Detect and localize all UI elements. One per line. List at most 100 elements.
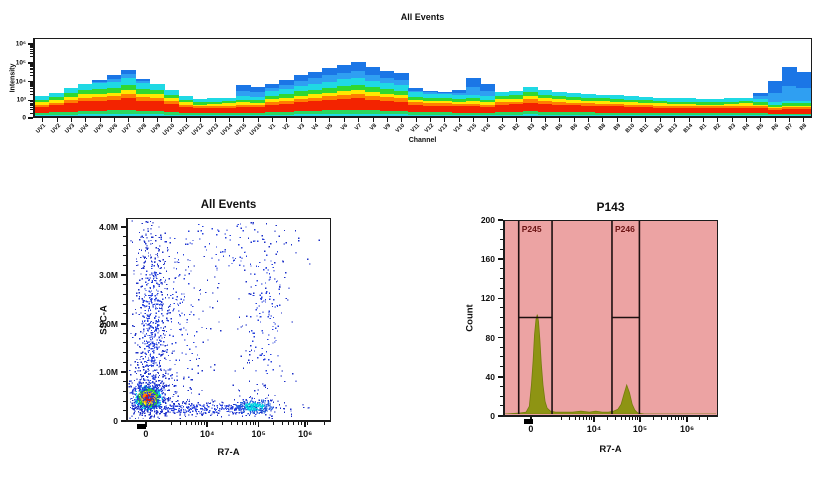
intensity-band — [738, 103, 754, 106]
intensity-band — [322, 100, 337, 111]
intensity-band — [121, 109, 136, 115]
intensity-band — [35, 114, 50, 116]
intensity-band — [422, 93, 438, 98]
intensity-band — [149, 89, 165, 95]
intensity-band — [437, 114, 452, 116]
y-tick-label: 40 — [485, 371, 495, 382]
y-tick-label: 120 — [480, 293, 495, 304]
intensity-band — [638, 107, 653, 113]
y-tick-mark — [30, 46, 33, 48]
channel-column-v7 — [350, 62, 366, 116]
y-tick-mark — [500, 238, 503, 240]
intensity-band — [192, 102, 208, 105]
gate-p245[interactable] — [517, 221, 553, 414]
intensity-band — [336, 95, 352, 100]
intensity-band — [552, 91, 567, 96]
channel-column-v2 — [279, 80, 294, 116]
intensity-band — [580, 97, 596, 101]
channel-tick-mark — [717, 118, 719, 122]
y-tick-mark — [30, 69, 33, 71]
intensity-band — [236, 99, 251, 103]
intensity-band — [394, 111, 409, 115]
intensity-band — [49, 102, 65, 106]
channel-tick-mark — [157, 118, 159, 122]
y-tick-label: 80 — [485, 332, 495, 343]
channel-column-r4 — [738, 97, 754, 116]
gate-label-p245[interactable]: P245 — [521, 224, 542, 234]
spectral-plot-area[interactable] — [33, 38, 812, 118]
x-tick-mark — [249, 422, 251, 425]
intensity-band — [508, 111, 524, 115]
x-tick-mark — [255, 422, 257, 425]
intensity-band — [724, 113, 740, 116]
intensity-band — [207, 113, 223, 116]
histogram-plot-area[interactable] — [503, 220, 718, 417]
y-tick-mark — [500, 278, 503, 279]
x-tick-mark — [634, 417, 636, 420]
intensity-band — [264, 91, 280, 96]
y-tick-mark — [30, 100, 33, 102]
intensity-band — [394, 101, 409, 112]
intensity-band — [408, 96, 424, 100]
intensity-band — [552, 102, 567, 105]
intensity-band — [422, 97, 438, 101]
channel-column-uv9 — [149, 83, 165, 116]
scatter-plot-area[interactable] — [126, 218, 331, 422]
intensity-band — [422, 90, 438, 93]
intensity-band — [379, 100, 395, 111]
intensity-band — [666, 105, 682, 108]
intensity-band — [49, 105, 65, 113]
intensity-band — [78, 110, 93, 115]
intensity-band — [250, 102, 266, 106]
channel-column-b11 — [638, 96, 653, 116]
channel-tick-mark — [171, 118, 173, 122]
intensity-band — [293, 91, 309, 96]
intensity-band — [379, 88, 395, 94]
intensity-band — [767, 115, 783, 116]
channel-column-v15 — [465, 77, 481, 116]
y-tick-mark — [30, 90, 33, 92]
y-tick-mark — [30, 44, 33, 46]
x-tick-label: 10⁵ — [632, 424, 648, 434]
intensity-band — [178, 102, 194, 105]
intensity-band — [609, 99, 625, 102]
intensity-band — [35, 102, 50, 105]
channel-column-b5 — [552, 91, 567, 117]
intensity-band — [451, 106, 467, 113]
axis-zero-marker — [524, 418, 534, 424]
intensity-band — [523, 96, 539, 100]
intensity-band — [264, 99, 280, 102]
scatter-points-canvas[interactable] — [128, 219, 329, 419]
y-tick-label: 3.0M — [99, 269, 118, 280]
intensity-band — [365, 99, 381, 111]
intensity-band — [78, 114, 93, 116]
channel-tick-mark — [42, 118, 44, 122]
intensity-band — [681, 104, 697, 106]
y-tick-label: 10⁴ — [15, 78, 26, 86]
histogram-canvas[interactable] — [505, 221, 716, 414]
channel-column-b6 — [566, 93, 582, 116]
intensity-band — [293, 111, 309, 115]
intensity-band — [307, 89, 323, 95]
intensity-band — [508, 101, 524, 105]
intensity-band — [652, 97, 668, 101]
intensity-band — [49, 97, 65, 101]
intensity-band — [250, 114, 266, 116]
x-tick-mark — [671, 417, 673, 420]
intensity-band — [92, 100, 108, 111]
intensity-band — [279, 103, 294, 112]
intensity-band — [652, 100, 668, 104]
channel-tick-mark — [674, 118, 676, 122]
channel-tick-mark — [501, 118, 503, 122]
intensity-band — [623, 99, 639, 103]
intensity-band — [149, 110, 165, 115]
intensity-band — [49, 112, 65, 115]
gate-p246[interactable] — [611, 221, 641, 414]
x-tick-mark — [632, 417, 634, 420]
intensity-band — [609, 104, 625, 107]
intensity-band — [92, 114, 108, 116]
intensity-band — [279, 80, 294, 86]
intensity-band — [753, 93, 768, 97]
gate-label-p246[interactable]: P246 — [614, 224, 635, 234]
y-tick-label: 160 — [480, 254, 495, 265]
